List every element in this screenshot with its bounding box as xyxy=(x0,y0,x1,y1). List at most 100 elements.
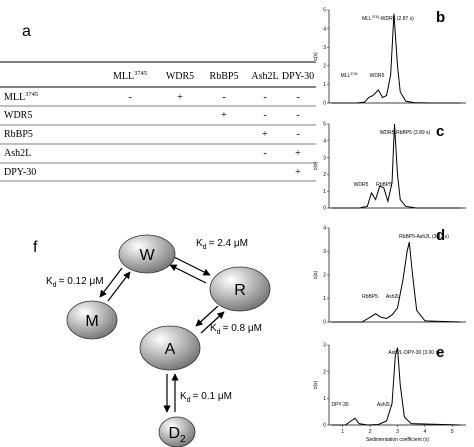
node-label: W xyxy=(139,247,155,264)
y-tick-label: 3 xyxy=(323,155,326,161)
annotation: Ash2L xyxy=(377,402,391,408)
annotation: WDR5-RbBP5 (2.89 s) xyxy=(380,130,431,136)
table-cell: + xyxy=(295,148,301,159)
annotation: WDR5 xyxy=(370,73,385,79)
kd-sub: d xyxy=(203,244,207,251)
node-text: D xyxy=(168,425,180,442)
table-header-text: Ash2L xyxy=(251,71,278,82)
kd-label: Kd = 2.4 μM xyxy=(196,238,248,251)
panel-label: f xyxy=(33,239,38,256)
annotation-text: WDR5-RbBP5 (2.89 s) xyxy=(380,130,431,136)
table-cell: + xyxy=(262,129,268,140)
x-tick-label: 3 xyxy=(396,429,399,435)
x-tick-label: 4 xyxy=(424,429,427,435)
annotation-sup: 3745 xyxy=(372,15,379,19)
x-tick-label: 5 xyxy=(451,429,454,435)
x-tick-label: 2 xyxy=(369,429,372,435)
y-tick-label: 5 xyxy=(323,8,326,14)
row-label-text: DPY-30 xyxy=(4,167,36,178)
arrows xyxy=(99,256,225,413)
arrow xyxy=(107,271,131,302)
annotation: MLL3745 xyxy=(341,72,358,79)
kd-sub: d xyxy=(217,329,221,336)
annotation-text: WDR5 xyxy=(370,73,385,79)
annotation-text: DPY-30 xyxy=(331,402,348,408)
annotation: RbBP5 xyxy=(362,294,378,300)
y-tick-label: 2 xyxy=(323,369,326,375)
node xyxy=(158,416,196,447)
table-header: MLL3745 xyxy=(113,70,147,82)
y-tick-label: 0 xyxy=(323,320,326,326)
row-label-text: RbBP5 xyxy=(4,129,33,140)
y-tick-label: 4 xyxy=(323,26,326,32)
annotation: WDR5 xyxy=(354,182,369,188)
x-tick-label: 1 xyxy=(341,429,344,435)
table-cell: - xyxy=(263,148,266,159)
annotation-text: RbBP5 xyxy=(376,182,392,188)
node-text: R xyxy=(234,282,246,299)
y-tick-label: 0 xyxy=(323,101,326,107)
table-cell: - xyxy=(296,129,299,140)
row-label: DPY-30 xyxy=(4,167,36,178)
y-tick-label: 1 xyxy=(323,189,326,195)
table-header-text: MLL xyxy=(113,71,134,82)
table-header-text: DPY-30 xyxy=(282,71,314,82)
table-cell: - xyxy=(263,92,266,103)
table-cell: + xyxy=(221,110,227,121)
x-axis-label: Sedimentation coefficient (s) xyxy=(366,437,429,443)
table-cell: - xyxy=(263,110,266,121)
panel-label: e xyxy=(436,344,444,361)
node xyxy=(66,300,118,340)
annotation-text: MLL xyxy=(341,73,351,79)
annotation-text: RbBP5 xyxy=(362,294,378,300)
annotation-text: Ash2L xyxy=(377,402,391,408)
y-tick-label: 5 xyxy=(323,122,326,128)
panel-label: b xyxy=(436,9,445,26)
table-header-text: WDR5 xyxy=(166,71,194,82)
annotation: Ash2L-DPY-30 (3.00 s) xyxy=(388,350,440,356)
annotation: RbBP5 xyxy=(376,182,392,188)
annotation: DPY-30 xyxy=(331,402,348,408)
table-cell: + xyxy=(295,167,301,178)
node-label: A xyxy=(165,341,176,358)
node-label: R xyxy=(234,282,246,299)
row-label: WDR5 xyxy=(4,110,32,121)
y-tick-label: 1 xyxy=(323,82,326,88)
node xyxy=(209,266,271,312)
row-label: RbBP5 xyxy=(4,129,33,140)
table-cell: - xyxy=(296,110,299,121)
y-tick-label: 3 xyxy=(323,249,326,255)
table-header-sup: 3745 xyxy=(134,70,147,77)
y-tick-label: 2 xyxy=(323,172,326,178)
kd-value: = 0.8 μM xyxy=(223,323,262,334)
curve xyxy=(331,123,461,209)
annotation: Ash2L xyxy=(386,294,400,300)
node xyxy=(118,234,176,274)
kd-k: K xyxy=(210,323,217,334)
y-tick-label: 2 xyxy=(323,273,326,279)
annotation-tail: -WDR5 (2.87 s) xyxy=(379,16,414,22)
kd-value: = 2.4 μM xyxy=(209,238,248,249)
y-tick-label: 0 xyxy=(323,423,326,429)
y-axis-label: c(s) xyxy=(313,52,319,61)
arrow xyxy=(169,264,207,284)
node-sub: 2 xyxy=(180,434,186,445)
kd-sub: d xyxy=(53,282,57,289)
table-header: RbBP5 xyxy=(210,71,239,82)
node xyxy=(139,325,201,371)
arrow xyxy=(200,311,225,334)
node-label: M xyxy=(85,313,98,330)
y-tick-label: 0 xyxy=(323,206,326,212)
y-tick-label: 4 xyxy=(323,226,326,232)
kd-k: K xyxy=(180,391,187,402)
annotation-sup: 3745 xyxy=(350,72,357,76)
row-label: MLL3745 xyxy=(4,91,38,103)
curve xyxy=(331,13,461,104)
arrow xyxy=(173,256,211,276)
table-header-text: RbBP5 xyxy=(210,71,239,82)
kd-k: K xyxy=(46,276,53,287)
y-tick-label: 4 xyxy=(323,139,326,145)
arrow xyxy=(195,305,219,327)
